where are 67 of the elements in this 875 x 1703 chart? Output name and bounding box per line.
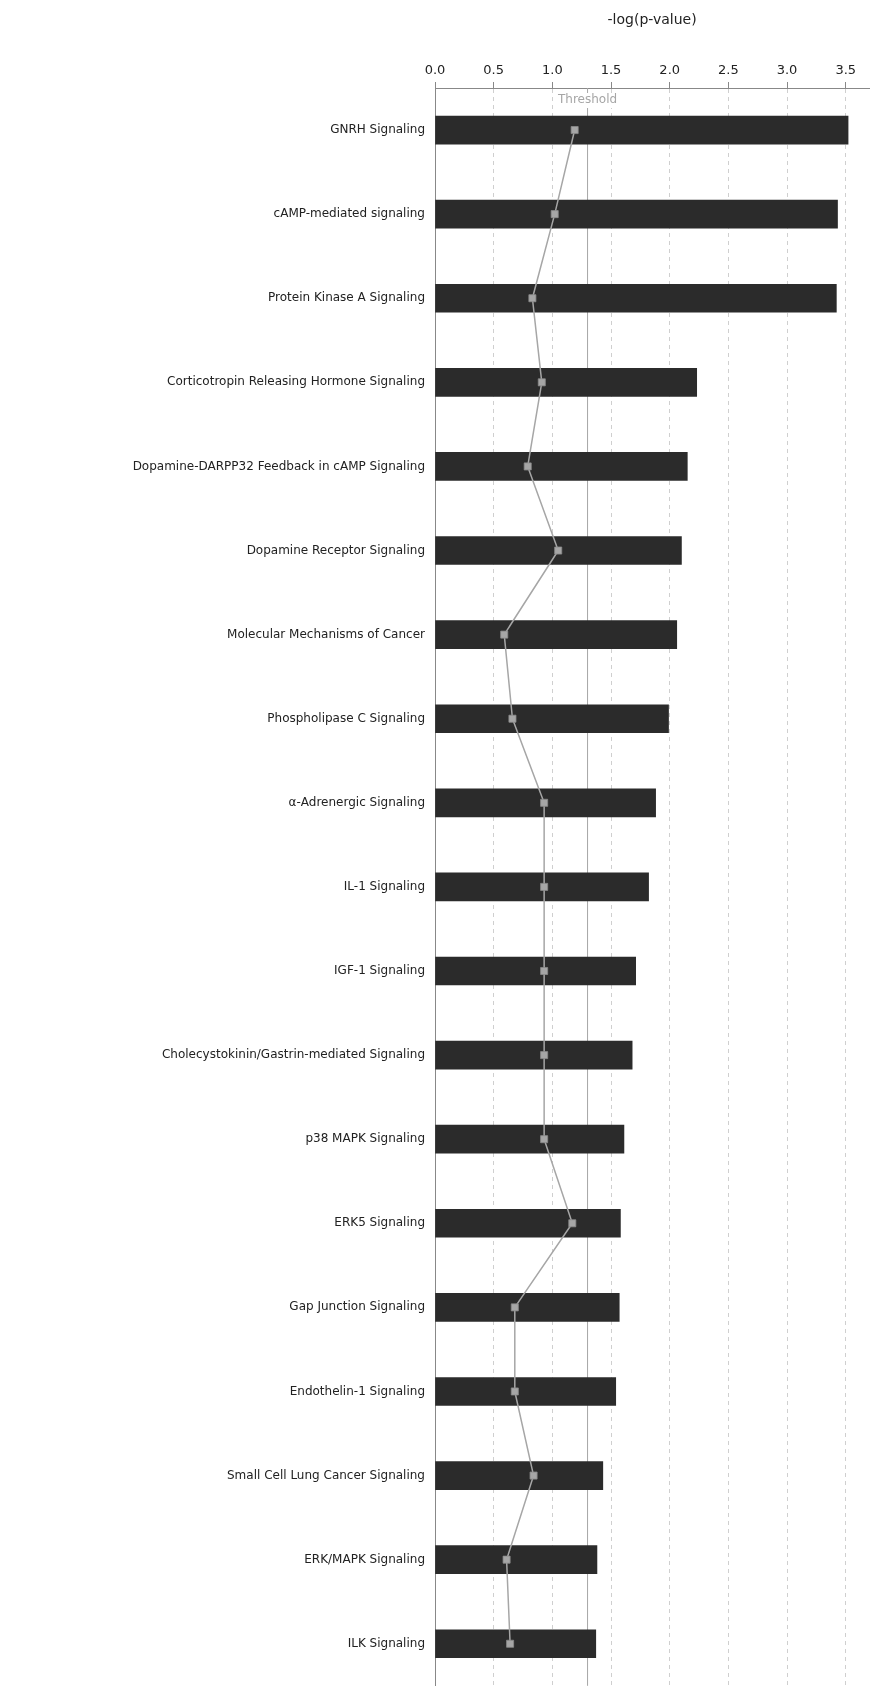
y-tick-label: Dopamine Receptor Signaling [246, 542, 425, 557]
bar [435, 956, 636, 986]
y-tick-label: Gap Junction Signaling [289, 1299, 425, 1314]
y-tick-label: Corticotropin Releasing Hormone Signaling [167, 374, 425, 389]
y-tick-label: Dopamine-DARPP32 Feedback in cAMP Signaling [132, 458, 425, 473]
y-tick-label: GNRH Signaling [330, 122, 425, 137]
bar [435, 872, 649, 902]
point [550, 210, 559, 219]
bar [435, 368, 698, 397]
x-tick-label: 2.0 [659, 61, 681, 77]
point [540, 882, 549, 891]
bar [435, 452, 688, 481]
y-tick-label: Cholecystokinin/Gastrin-mediated Signaling [161, 1047, 425, 1062]
x-tick-label: 3.0 [776, 61, 798, 77]
y-tick-label: Small Cell Lung Cancer Signaling [227, 1467, 425, 1482]
bar [435, 620, 678, 649]
y-tick-label: p38 MAPK Signaling [305, 1131, 425, 1146]
bar [435, 1040, 633, 1070]
bar [435, 536, 682, 565]
point [510, 1387, 519, 1396]
bar [435, 1629, 597, 1659]
x-tick-label: 1.0 [542, 61, 563, 77]
bar [435, 1461, 604, 1490]
bar [435, 1293, 620, 1322]
bar [435, 1545, 598, 1574]
bar [435, 283, 837, 313]
y-tick-label: cAMP-mediated signaling [273, 206, 425, 221]
bar [435, 1124, 625, 1154]
point [529, 1471, 538, 1480]
bar [435, 115, 849, 145]
y-tick-label: IGF-1 Signaling [334, 963, 425, 978]
y-tick-label: Phospholipase C Signaling [267, 710, 425, 725]
y-tick-label: Endothelin-1 Signaling [289, 1383, 425, 1398]
x-tick-label: 1.5 [600, 61, 622, 77]
bar [435, 199, 838, 229]
point [537, 378, 546, 387]
point [502, 1555, 511, 1564]
point [570, 126, 579, 134]
point [523, 462, 532, 471]
x-tick-label: 3.5 [835, 61, 857, 77]
bar [435, 704, 669, 734]
x-axis-title: -log(p-value) [607, 11, 697, 28]
bar [435, 1377, 617, 1406]
y-tick-label: ERK5 Signaling [334, 1215, 425, 1230]
point [540, 1135, 549, 1144]
y-tick-label: Molecular Mechanisms of Cancer [227, 626, 426, 641]
y-tick-label: ILK Signaling [347, 1635, 425, 1650]
point [540, 798, 549, 807]
point [568, 1219, 577, 1228]
ref-line-label: Threshold [556, 92, 618, 107]
y-tick-label: α-Adrenergic Signaling [288, 794, 425, 809]
y-tick-label: ERK/MAPK Signaling [304, 1551, 425, 1566]
point [500, 630, 509, 639]
point [508, 714, 517, 723]
y-tick-label: IL-1 Signaling [343, 879, 425, 894]
point [528, 294, 537, 303]
point [540, 967, 549, 975]
x-tick-label: 2.5 [718, 61, 739, 77]
point [540, 1051, 549, 1060]
y-tick-label: Protein Kinase A Signaling [268, 290, 425, 305]
point [510, 1303, 519, 1312]
bar [435, 788, 656, 818]
point [506, 1639, 515, 1648]
x-tick-label: 0.5 [483, 61, 505, 77]
bar [435, 1208, 621, 1238]
x-tick-label: 0.0 [424, 61, 446, 77]
point [554, 546, 563, 555]
